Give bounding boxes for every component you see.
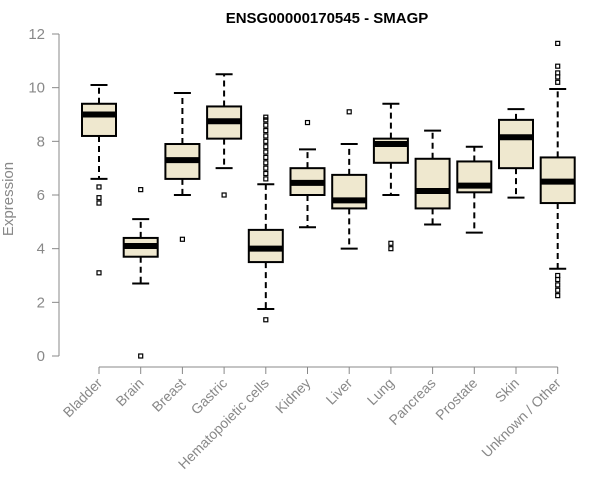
- outlier-point: [138, 187, 144, 193]
- x-tick-label: Bladder: [60, 375, 106, 421]
- iqr-box: [498, 118, 534, 170]
- outlier-point: [263, 133, 269, 139]
- x-tick-label: Kidney: [272, 375, 314, 417]
- outlier-point: [263, 170, 269, 177]
- outlier-point: [263, 317, 269, 323]
- outlier-point: [388, 246, 394, 252]
- y-tick-label: 8: [37, 133, 45, 150]
- outlier-point: [555, 74, 561, 80]
- x-tick-label: Unknown / Other: [478, 375, 564, 461]
- outlier-point: [263, 128, 269, 134]
- outlier-point: [555, 287, 561, 293]
- chart-title: ENSG00000170545 - SMAGP: [226, 10, 429, 27]
- y-tick-label: 6: [37, 187, 45, 204]
- outlier-point: [555, 276, 561, 283]
- box-group: [122, 187, 159, 359]
- outlier-point: [96, 200, 102, 206]
- box-group: [289, 119, 326, 229]
- x-tick-label: Skin: [492, 375, 523, 406]
- y-axis-label: Expression: [0, 162, 17, 236]
- outlier-point: [555, 282, 561, 288]
- x-tick-label: Liver: [323, 375, 356, 408]
- outlier-point: [555, 40, 561, 46]
- x-tick-label: Prostate: [432, 375, 480, 423]
- x-tick-label: Brain: [112, 375, 146, 409]
- outlier-point: [138, 353, 144, 359]
- outlier-point: [96, 184, 102, 190]
- outlier-point: [263, 160, 269, 166]
- outlier-point: [263, 176, 269, 182]
- outlier-point: [263, 122, 269, 128]
- iqr-box: [331, 173, 368, 210]
- outlier-point: [96, 270, 102, 276]
- y-tick-label: 4: [37, 241, 45, 258]
- box-group: [81, 83, 117, 276]
- box-group: [247, 114, 284, 323]
- box-group: [206, 73, 243, 198]
- y-tick-label: 0: [37, 348, 45, 365]
- box-group: [164, 92, 201, 242]
- plot-area: [81, 40, 576, 359]
- iqr-box: [414, 157, 451, 210]
- outlier-point: [555, 70, 561, 76]
- outlier-point: [346, 109, 352, 115]
- y-tick-label: 10: [28, 80, 45, 97]
- box-group: [456, 145, 493, 234]
- outlier-point: [555, 79, 561, 85]
- outlier-point: [263, 154, 269, 161]
- outlier-point: [263, 114, 269, 120]
- outlier-point: [96, 195, 102, 201]
- box-group: [331, 109, 368, 250]
- outlier-point: [555, 272, 561, 279]
- x-tick-label: Breast: [149, 375, 189, 415]
- box-group: [414, 129, 451, 226]
- outlier-point: [263, 117, 269, 123]
- outlier-point: [263, 138, 269, 144]
- iqr-box: [81, 102, 117, 137]
- outlier-point: [263, 149, 269, 155]
- outlier-point: [263, 165, 269, 171]
- x-tick-label: Lung: [364, 375, 397, 408]
- outlier-point: [221, 192, 227, 198]
- box-group: [372, 102, 409, 252]
- box-group: [498, 108, 534, 199]
- y-tick-label: 12: [28, 26, 45, 43]
- box-group: [539, 40, 576, 299]
- outlier-point: [555, 293, 561, 299]
- outlier-point: [555, 63, 561, 69]
- y-tick-label: 2: [37, 294, 45, 311]
- outlier-point: [304, 119, 311, 126]
- outlier-point: [388, 240, 394, 246]
- outlier-point: [179, 236, 185, 242]
- outlier-point: [263, 144, 269, 150]
